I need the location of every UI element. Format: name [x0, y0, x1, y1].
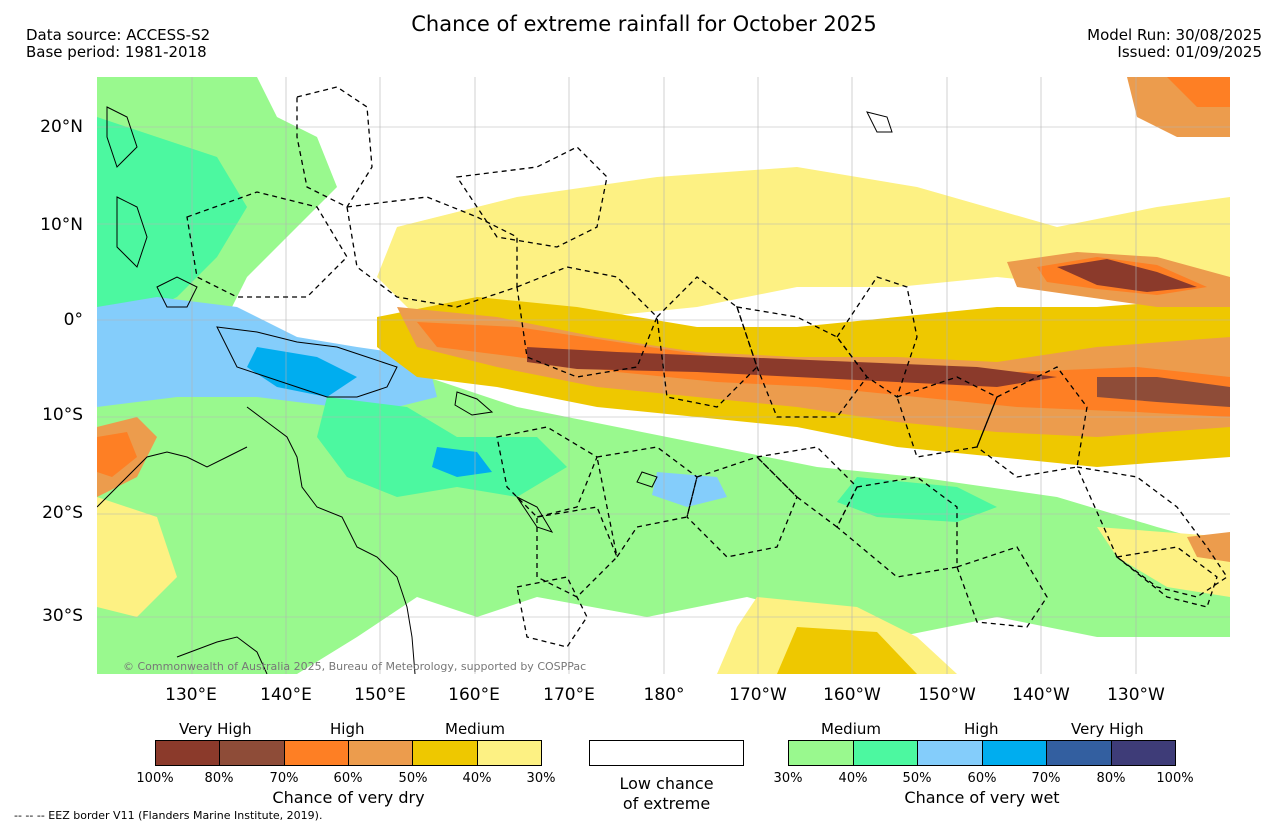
legend-dry-title: Chance of very dry [272, 788, 425, 807]
lon-label-160w: 160°W [823, 685, 881, 705]
model-run-text: Model Run: 30/08/2025 [1087, 26, 1262, 44]
legend-dry-tick: 30% [526, 771, 556, 786]
swatch-dry-5 [413, 741, 478, 765]
swatch-wet-2 [853, 741, 918, 765]
lon-label-140w: 140°W [1012, 685, 1070, 705]
model-run-info: Model Run: 30/08/2025 Issued: 01/09/2025 [1087, 27, 1262, 61]
swatch-dry-3 [284, 741, 349, 765]
data-source-text: Data source: ACCESS-S2 [26, 26, 211, 44]
legend-low-chance-swatch [589, 740, 744, 766]
lon-label-180: 180° [643, 685, 685, 705]
legend-dry-very-high: Very High [179, 720, 252, 738]
legend-wet-medium: Medium [821, 720, 881, 738]
swatch-dry-2 [220, 741, 285, 765]
swatch-wet-3 [918, 741, 983, 765]
legend-low-chance-line1: Low chance [619, 774, 714, 793]
legend-wet-tick: 60% [967, 771, 997, 786]
issued-text: Issued: 01/09/2025 [1117, 43, 1262, 61]
legend-dry-tick: 80% [204, 771, 234, 786]
lat-label-20s: 20°S [42, 503, 83, 523]
legend-dry-high: High [330, 720, 365, 738]
legend-dry-tick: 40% [462, 771, 492, 786]
lat-label-10s: 10°S [42, 405, 83, 425]
legend-wet-tick: 100% [1156, 771, 1194, 786]
swatch-wet-6 [1111, 741, 1175, 765]
eez-borders [186, 86, 1228, 648]
legend-dry-tick: 60% [333, 771, 363, 786]
legend-wet-high: High [964, 720, 999, 738]
swatch-dry-4 [348, 741, 414, 765]
swatch-wet-5 [1047, 741, 1112, 765]
legend-wet-tick: 80% [1096, 771, 1126, 786]
lon-label-130e: 130°E [165, 685, 217, 705]
legend-dry-tick: 50% [398, 771, 428, 786]
swatch-wet-1 [789, 741, 854, 765]
legend-wet-title: Chance of very wet [904, 788, 1060, 807]
legend-wet-tick: 50% [902, 771, 932, 786]
lon-label-130w: 130°W [1107, 685, 1165, 705]
legend-dry-colorbar [155, 740, 542, 766]
legend-low-chance-label: Low chance of extreme [589, 774, 744, 814]
legend-wet-tick: 70% [1031, 771, 1061, 786]
swatch-dry-1 [156, 741, 221, 765]
legend-dry-tick: 70% [269, 771, 299, 786]
lat-label-equator: 0° [63, 310, 83, 330]
legend-wet-tick: 30% [773, 771, 803, 786]
lat-label-10n: 10°N [40, 215, 83, 235]
legend-wet-very-high: Very High [1071, 720, 1144, 738]
map-title: Chance of extreme rainfall for October 2… [411, 12, 877, 36]
legend-wet-tick: 40% [838, 771, 868, 786]
legend-wet-colorbar [788, 740, 1176, 766]
legend-low-chance-line2: of extreme [622, 794, 711, 813]
lon-label-140e: 140°E [260, 685, 312, 705]
base-period-text: Base period: 1981-2018 [26, 43, 207, 61]
coastlines [97, 106, 893, 674]
swatch-wet-4 [982, 741, 1047, 765]
legend-dry-tick: 100% [136, 771, 174, 786]
legend-dry-medium: Medium [445, 720, 505, 738]
eez-footnote: -- -- -- EEZ border V11 (Flanders Marine… [14, 809, 323, 822]
lon-label-150w: 150°W [918, 685, 976, 705]
lon-label-160e: 160°E [448, 685, 500, 705]
graticule [97, 77, 1230, 674]
lon-label-170w: 170°W [729, 685, 787, 705]
copyright-text: © Commonwealth of Australia 2025, Bureau… [123, 660, 586, 673]
rainfall-map: © Commonwealth of Australia 2025, Bureau… [97, 77, 1230, 674]
lon-label-170e: 170°E [543, 685, 595, 705]
lon-label-150e: 150°E [354, 685, 406, 705]
swatch-dry-6 [477, 741, 541, 765]
lat-label-20n: 20°N [40, 117, 83, 137]
lat-label-30s: 30°S [42, 606, 83, 626]
data-source-info: Data source: ACCESS-S2 Base period: 1981… [26, 27, 210, 61]
dry-probability-field [97, 77, 1230, 674]
